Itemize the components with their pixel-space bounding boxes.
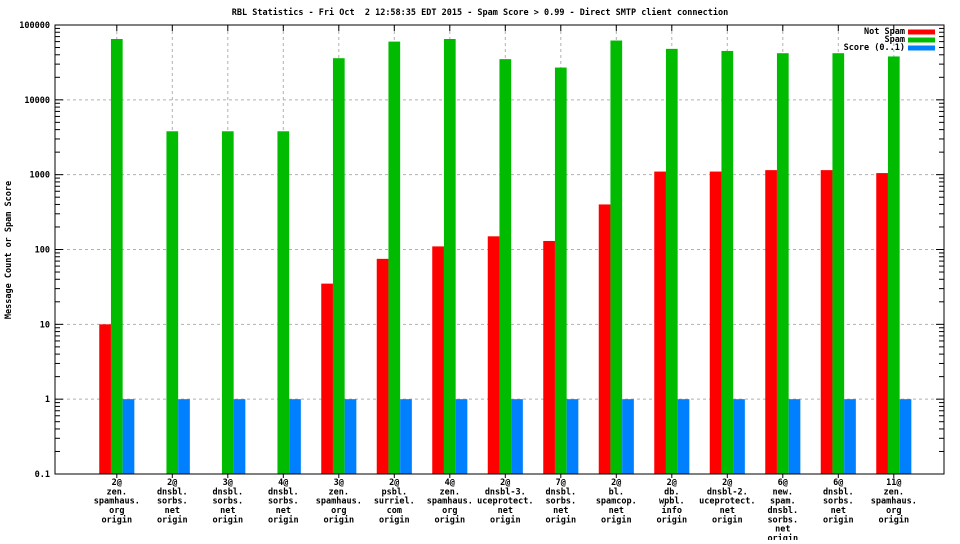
bar-score-0-1 [733, 399, 745, 474]
bar-score-0-1 [289, 399, 301, 474]
x-tick-label: 3@ zen. spamhaus. org origin [316, 478, 362, 525]
x-tick-label: 2@ dnsbl. sorbs. net origin [157, 478, 188, 525]
bar-spam [499, 59, 512, 475]
bar-not-spam [876, 173, 888, 474]
bar-score-0-1 [122, 399, 135, 474]
bars [99, 39, 912, 475]
y-tick-label: 10000 [24, 96, 50, 106]
bar-spam [554, 67, 567, 474]
legend-label-not-spam: Not Spam [864, 27, 905, 37]
x-axis-tick-labels: 2@ zen. spamhaus. org origin 2@ dnsbl. sorbs. ne… [94, 478, 917, 544]
bar-spam [610, 40, 623, 475]
x-tick-label: 4@ zen. spamhaus. org origin [427, 478, 473, 525]
bar-not-spam [543, 240, 555, 474]
bar-spam [166, 131, 179, 474]
bar-spam [665, 48, 678, 474]
bar-score-0-1 [677, 399, 690, 474]
y-axis-tick-labels: 100000 10000 1000 100 10 1 0.1 [19, 21, 50, 480]
legend-swatch-spam [908, 37, 935, 43]
bar-not-spam [376, 258, 389, 474]
bar-not-spam [99, 324, 111, 474]
bar-spam [887, 56, 900, 474]
x-tick-label: 6@ dnsbl. sorbs. net origin [823, 478, 854, 525]
bar-spam [776, 53, 789, 474]
bar-not-spam [598, 204, 611, 474]
x-tick-label: 6@ new. spam. dnsbl. sorbs. net origin [767, 478, 798, 540]
x-tick-label: 2@ zen. spamhaus. org origin [94, 478, 140, 525]
x-tick-label: 2@ dnsbl-2. uceprotect. net origin [699, 478, 755, 525]
bar-score-0-1 [178, 399, 190, 474]
bar-score-0-1 [511, 399, 523, 474]
x-tick-label: 2@ psbl. surriel. com origin [374, 478, 415, 525]
y-tick-label: 1000 [30, 171, 50, 181]
x-tick-label: 2@ dnsbl-3. uceprotect. net origin [477, 478, 533, 525]
bar-spam [721, 50, 734, 474]
bar-spam [388, 41, 401, 474]
legend-label-score-0-1: Score (0..1) [844, 43, 905, 53]
bar-spam [443, 39, 456, 475]
bar-score-0-1 [233, 399, 246, 474]
bar-not-spam [709, 171, 722, 475]
bar-spam [332, 58, 345, 474]
bar-not-spam [432, 246, 444, 474]
bar-spam [110, 39, 123, 475]
bar-spam [221, 131, 234, 474]
y-axis-ticks [55, 24, 944, 475]
y-tick-label: 100 [35, 246, 50, 256]
x-tick-label: 2@ bl. spamcop. net origin [596, 478, 637, 525]
bar-score-0-1 [844, 399, 856, 474]
y-tick-label: 10 [40, 320, 50, 330]
y-tick-label: 0.1 [35, 470, 50, 480]
bar-score-0-1 [899, 399, 912, 474]
x-tick-label: 11@ zen. spamhaus. org origin [871, 478, 917, 525]
x-tick-label: 2@ db. wpbl. info origin [656, 478, 687, 525]
bar-score-0-1 [788, 399, 801, 474]
chart-title: RBL Statistics - Fri Oct 2 12:58:35 EDT … [232, 7, 728, 18]
bar-spam [832, 53, 845, 474]
bar-not-spam [321, 283, 333, 474]
legend-swatch-score-0-1 [908, 45, 935, 51]
bar-not-spam [820, 170, 833, 474]
bar-score-0-1 [344, 399, 357, 474]
bar-not-spam [487, 236, 500, 474]
legend-label-spam: Spam [885, 35, 905, 45]
x-axis-ticks [116, 25, 895, 478]
x-tick-label: 7@ dnsbl. sorbs. net origin [545, 478, 576, 525]
bar-not-spam [654, 171, 666, 475]
bar-score-0-1 [455, 399, 468, 474]
bar-score-0-1 [400, 399, 412, 474]
bar-score-0-1 [566, 399, 579, 474]
bar-not-spam [765, 170, 777, 474]
y-axis-title: Message Count or Spam Score [4, 181, 14, 319]
x-tick-label: 4@ dnsbl. sorbs. net origin [268, 478, 299, 525]
legend-swatch-not-spam [908, 29, 935, 35]
x-tick-label: 3@ dnsbl. sorbs. net origin [212, 478, 243, 525]
y-tick-label: 100000 [19, 21, 50, 31]
bar-spam [277, 131, 290, 474]
bar-score-0-1 [622, 399, 634, 474]
y-tick-label: 1 [45, 395, 50, 405]
